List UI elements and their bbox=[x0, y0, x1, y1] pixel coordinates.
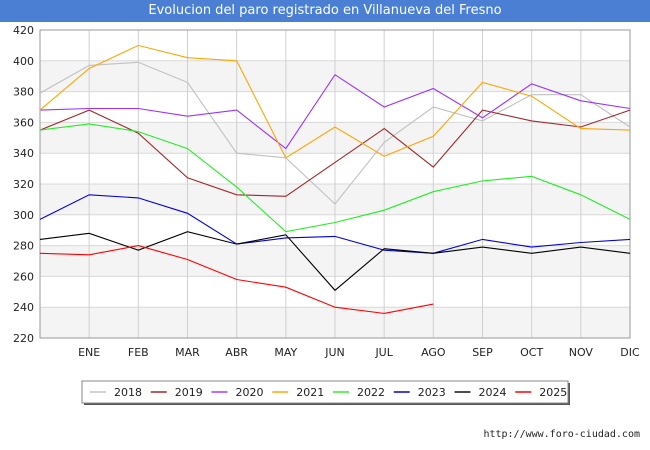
legend-label-2019: 2019 bbox=[175, 386, 203, 399]
series-line-2025 bbox=[39, 245, 434, 314]
plot-border bbox=[39, 29, 631, 339]
legend-label-2023: 2023 bbox=[418, 386, 446, 399]
y-tick-label: 400 bbox=[13, 55, 34, 68]
y-tick-label: 280 bbox=[13, 240, 34, 253]
legend-box bbox=[81, 380, 569, 404]
x-tick-label: MAY bbox=[274, 346, 297, 359]
series-line-2022 bbox=[39, 123, 631, 233]
legend-label-2018: 2018 bbox=[114, 386, 142, 399]
legend-label-2021: 2021 bbox=[296, 386, 324, 399]
y-tick-label: 320 bbox=[13, 178, 34, 191]
y-tick-label: 260 bbox=[13, 270, 34, 283]
x-tick-label: ENE bbox=[78, 346, 100, 359]
y-tick-label: 380 bbox=[13, 86, 34, 99]
chart-title: Evolucion del paro registrado en Villanu… bbox=[0, 0, 650, 22]
x-tick-label: JUN bbox=[324, 346, 345, 359]
x-tick-label: FEB bbox=[128, 346, 149, 359]
series-line-2023 bbox=[39, 194, 631, 254]
y-tick-label: 220 bbox=[13, 332, 34, 345]
x-tick-label: SEP bbox=[472, 346, 493, 359]
x-tick-label: ABR bbox=[225, 346, 248, 359]
x-tick-label: DIC bbox=[620, 346, 640, 359]
y-tick-label: 240 bbox=[13, 301, 34, 314]
y-tick-label: 420 bbox=[13, 24, 34, 37]
series-line-2019 bbox=[39, 109, 631, 197]
y-tick-label: 360 bbox=[13, 116, 34, 129]
y-tick-label: 340 bbox=[13, 147, 34, 160]
legend-label-2020: 2020 bbox=[236, 386, 264, 399]
legend-label-2022: 2022 bbox=[357, 386, 385, 399]
series-line-2021 bbox=[39, 44, 631, 159]
legend-label-2024: 2024 bbox=[479, 386, 507, 399]
series-line-2020 bbox=[39, 73, 631, 150]
legend-label-2025: 2025 bbox=[539, 386, 567, 399]
x-tick-label: NOV bbox=[569, 346, 594, 359]
x-tick-label: AGO bbox=[421, 346, 446, 359]
series-line-2024 bbox=[39, 231, 631, 292]
x-tick-label: OCT bbox=[520, 346, 543, 359]
y-tick-label: 300 bbox=[13, 209, 34, 222]
x-tick-label: JUL bbox=[374, 346, 393, 359]
x-tick-label: MAR bbox=[175, 346, 200, 359]
source-url[interactable]: http://www.foro-ciudad.com bbox=[483, 429, 640, 440]
series-line-2018 bbox=[39, 61, 631, 205]
